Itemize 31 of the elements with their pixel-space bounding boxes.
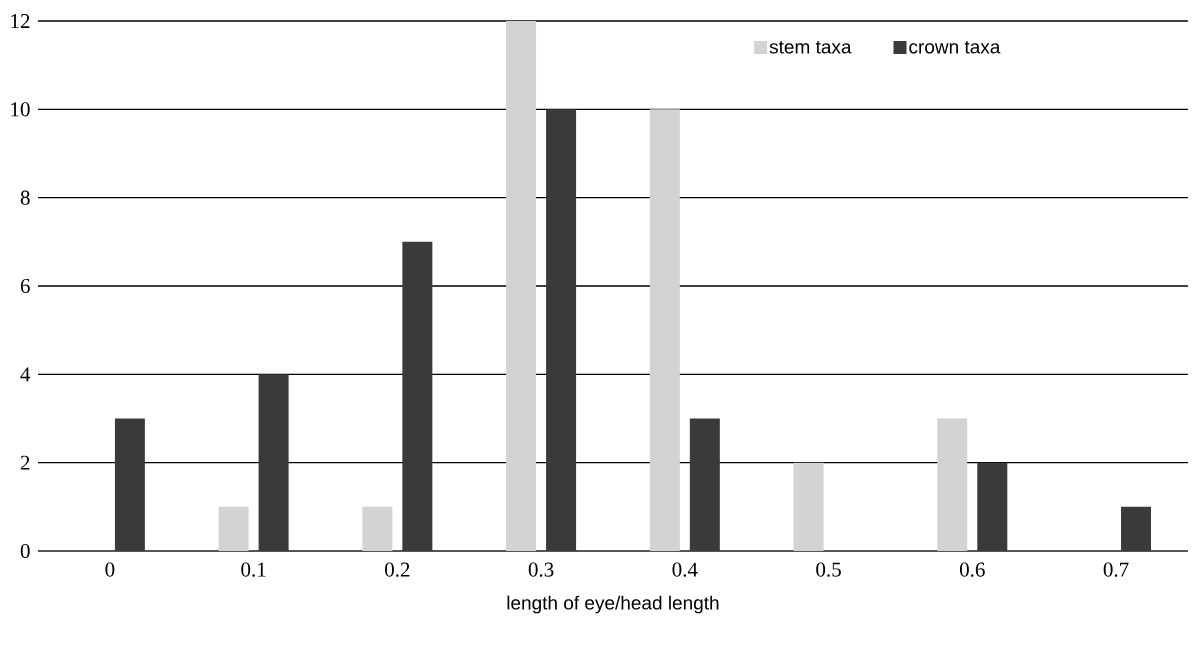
bar xyxy=(977,462,1008,551)
y-tick-label: 12 xyxy=(11,14,30,28)
bar xyxy=(218,506,249,551)
bar xyxy=(793,462,824,551)
x-tick-label: 0.4 xyxy=(672,562,698,577)
y-tick-label: 2 xyxy=(20,455,30,470)
bar xyxy=(689,418,720,551)
bar xyxy=(1121,506,1152,551)
bar xyxy=(258,374,289,551)
x-axis-title: length of eye/head length xyxy=(507,595,719,614)
x-tick-label: 0.3 xyxy=(528,562,554,577)
legend-label: stem taxa xyxy=(769,41,852,54)
bar xyxy=(114,418,145,551)
x-tick-label: 0.2 xyxy=(385,562,410,577)
bar xyxy=(546,109,577,551)
bar xyxy=(506,21,537,551)
bar xyxy=(937,418,968,551)
y-tick-label: 8 xyxy=(20,190,30,205)
x-tick-label: 0.5 xyxy=(816,562,841,577)
bar xyxy=(402,241,433,551)
y-tick-label: 0 xyxy=(20,543,30,559)
y-tick-label: 10 xyxy=(11,102,30,117)
y-tick-label: 6 xyxy=(20,278,30,294)
x-tick-label: 0 xyxy=(105,562,115,577)
y-tick-label: 4 xyxy=(20,367,31,382)
x-tick-label: 0.1 xyxy=(241,562,266,577)
bar xyxy=(649,109,680,551)
bar xyxy=(362,506,393,551)
x-tick-label: 0.6 xyxy=(959,562,985,577)
legend-label: crown taxa xyxy=(909,41,1001,54)
x-tick-label: 0.7 xyxy=(1103,562,1129,577)
